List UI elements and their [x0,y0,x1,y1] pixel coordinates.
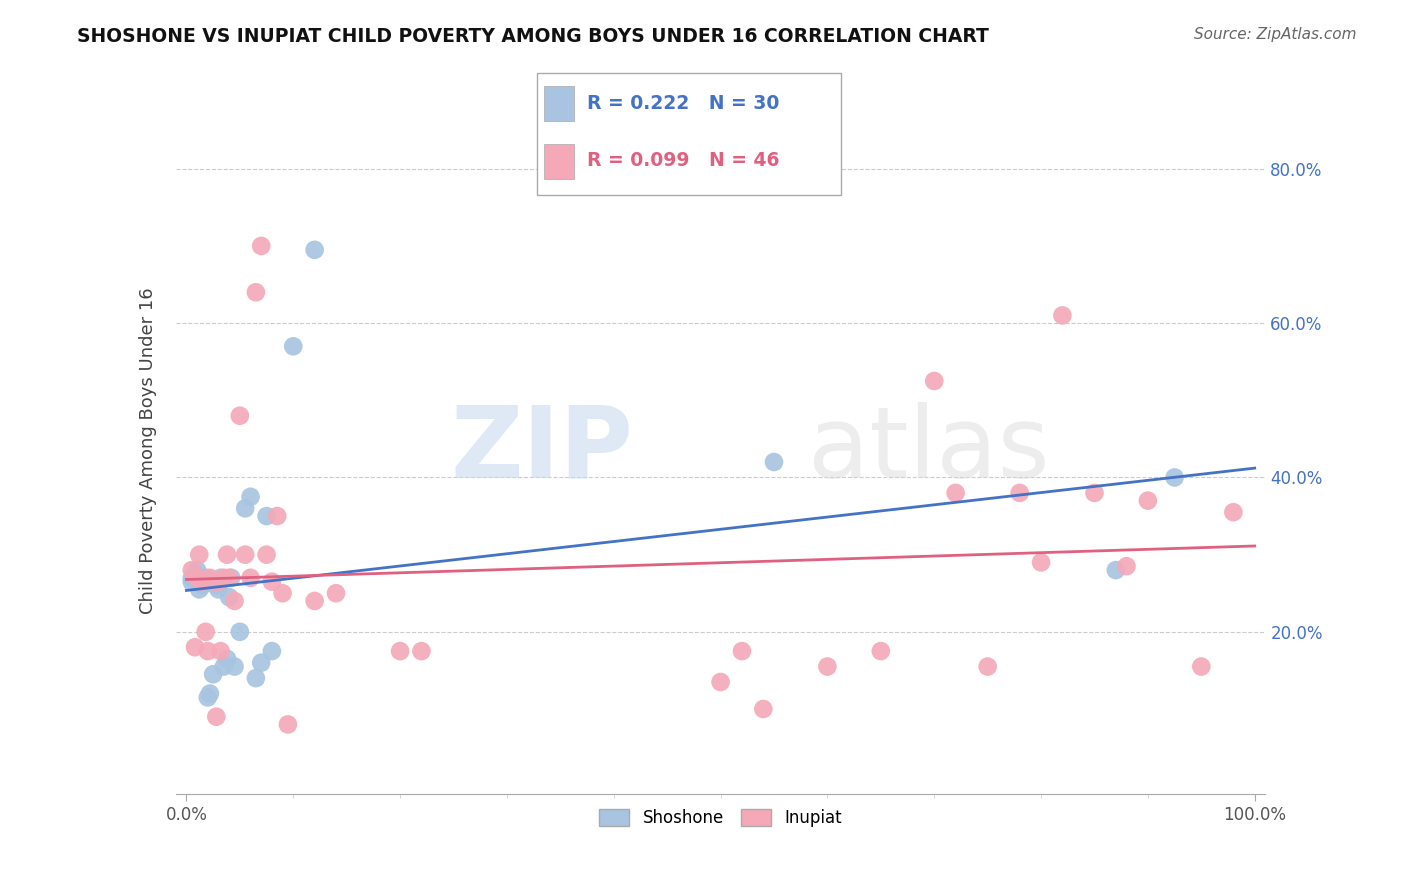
Point [215,548,238,562]
Point [752,702,775,716]
Point [762,455,785,469]
Point [224,594,246,608]
Legend: Shoshone, Inupiat: Shoshone, Inupiat [593,802,848,834]
Point [202,667,225,681]
Point [256,548,278,562]
Point [197,644,219,658]
Point [1163,470,1185,484]
Point [710,675,733,690]
Point [194,571,217,585]
Point [922,374,945,388]
Point [191,574,214,589]
Point [1222,505,1244,519]
Point [239,571,262,585]
Text: SHOSHONE VS INUPIAT CHILD POVERTY AMONG BOYS UNDER 16 CORRELATION CHART: SHOSHONE VS INUPIAT CHILD POVERTY AMONG … [77,27,990,45]
Text: Source: ZipAtlas.com: Source: ZipAtlas.com [1194,27,1357,42]
Point [229,409,252,423]
Point [198,571,221,585]
Point [209,644,232,658]
Point [209,571,232,585]
Point [1105,563,1128,577]
Point [260,644,283,658]
Point [731,644,754,658]
Text: R = 0.222   N = 30: R = 0.222 N = 30 [586,94,779,112]
Point [212,659,235,673]
Point [283,339,305,353]
Point [180,574,202,589]
Bar [544,87,575,121]
Point [197,690,219,705]
Point [1189,659,1212,673]
Point [1115,559,1137,574]
Point [224,659,246,673]
Point [218,590,240,604]
Point [1052,309,1074,323]
Point [256,509,278,524]
Point [198,687,221,701]
Point [184,566,207,581]
Point [186,571,208,585]
Point [411,644,433,658]
Text: ZIP: ZIP [450,402,633,499]
Point [233,548,256,562]
Point [215,652,238,666]
Point [250,239,273,253]
Point [260,574,283,589]
Point [180,563,202,577]
Point [266,509,288,524]
Point [1029,555,1052,569]
Point [1083,486,1105,500]
Point [221,571,243,585]
Point [245,285,267,300]
Point [212,571,235,585]
Point [188,548,211,562]
Point [239,490,262,504]
FancyBboxPatch shape [537,72,841,195]
Point [1008,486,1031,500]
Point [277,717,299,731]
Point [245,671,267,685]
Point [191,578,214,592]
Point [205,578,228,592]
Point [976,659,998,673]
Point [207,582,229,597]
Point [207,574,229,589]
Point [945,486,967,500]
Point [194,624,217,639]
Point [202,574,225,589]
Point [1136,493,1159,508]
Text: atlas: atlas [807,402,1049,499]
Point [186,563,208,577]
Point [188,582,211,597]
Y-axis label: Child Poverty Among Boys Under 16: Child Poverty Among Boys Under 16 [139,287,157,614]
Point [205,709,228,723]
Point [184,640,207,655]
Point [180,571,202,585]
Point [815,659,838,673]
Point [218,571,240,585]
Bar [544,144,575,178]
Point [304,594,326,608]
Point [229,624,252,639]
Text: R = 0.099   N = 46: R = 0.099 N = 46 [586,151,779,170]
Point [389,644,412,658]
Point [304,243,326,257]
Point [325,586,347,600]
Point [233,501,256,516]
Point [250,656,273,670]
Point [869,644,891,658]
Point [271,586,294,600]
